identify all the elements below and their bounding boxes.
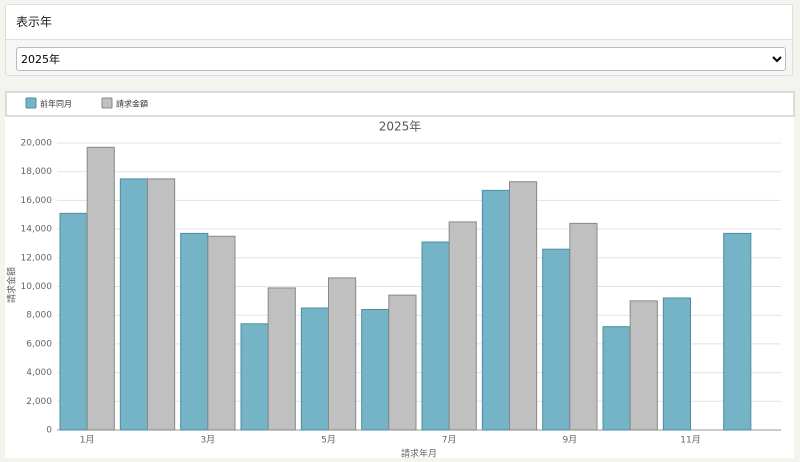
x-tick-label: 3月: [200, 435, 215, 446]
x-tick-label: 1月: [80, 435, 95, 446]
bar: [59, 212, 88, 431]
bar: [723, 232, 752, 431]
bar: [629, 300, 658, 431]
y-axis-label: 請求金額: [6, 267, 18, 303]
x-tick-label: 11月: [680, 435, 700, 446]
y-tick-label: 14,000: [21, 225, 53, 235]
bar: [240, 323, 269, 431]
y-tick-label: 0: [46, 426, 52, 436]
bar: [542, 248, 571, 431]
bar: [328, 277, 357, 431]
bar: [267, 287, 296, 431]
x-tick-label: 7月: [442, 435, 457, 446]
bar: [602, 326, 631, 431]
x-tick-label: 9月: [562, 435, 577, 446]
bar: [361, 308, 390, 431]
panel-label: 表示年: [6, 5, 792, 40]
y-tick-label: 10,000: [21, 282, 53, 292]
bar: [421, 241, 450, 431]
bar: [180, 232, 209, 431]
y-tick-label: 18,000: [21, 167, 53, 177]
legend-swatch: [25, 97, 37, 109]
legend-swatch: [101, 97, 113, 109]
bar: [207, 235, 236, 431]
bar: [147, 178, 176, 431]
y-tick-label: 12,000: [21, 253, 53, 263]
bar: [481, 189, 511, 431]
year-select[interactable]: 2025年: [16, 47, 786, 71]
bar: [448, 221, 477, 431]
bar: [119, 178, 149, 431]
chart-title: 2025年: [379, 120, 422, 134]
bar: [509, 181, 538, 431]
bar: [569, 222, 598, 431]
bar: [86, 146, 115, 431]
y-tick-label: 6,000: [26, 339, 52, 349]
bar: [300, 307, 330, 431]
x-axis-label: 請求年月: [401, 448, 437, 460]
year-panel: 表示年 2025年: [5, 4, 793, 76]
y-tick-label: 2,000: [26, 397, 52, 407]
y-tick-label: 4,000: [26, 368, 52, 378]
legend-label: 請求金額: [116, 99, 148, 109]
legend-label: 前年同月: [40, 99, 72, 109]
legend-box: [5, 91, 795, 117]
y-tick-label: 8,000: [26, 311, 52, 321]
y-tick-label: 20,000: [21, 139, 53, 149]
x-tick-label: 5月: [321, 435, 336, 446]
bar: [662, 297, 691, 431]
y-tick-label: 16,000: [21, 196, 53, 206]
bar: [388, 294, 417, 431]
